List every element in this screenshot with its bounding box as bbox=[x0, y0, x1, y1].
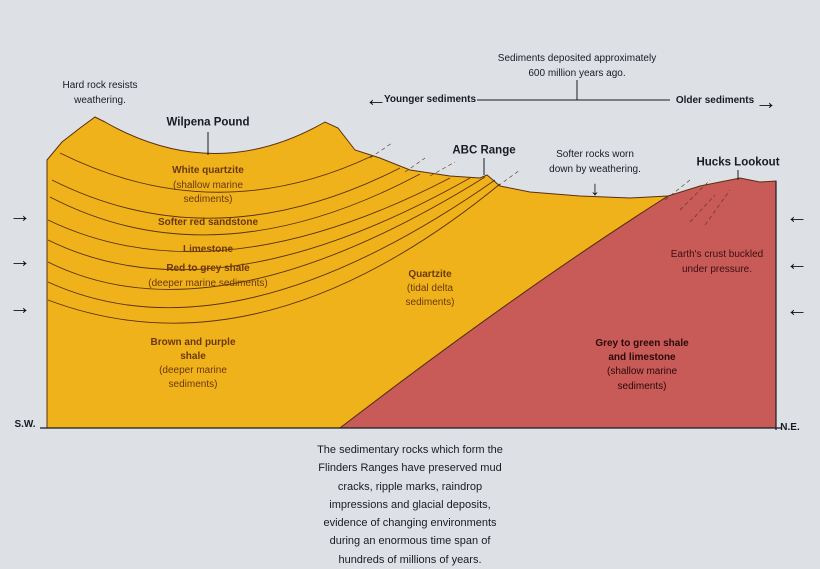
pressure-arrow-left-icon: ← bbox=[786, 203, 808, 228]
sw-label: S.W. bbox=[14, 419, 36, 430]
white-quartzite-desc-2: sediments) bbox=[183, 194, 233, 205]
arrow-left-icon: ← bbox=[365, 86, 387, 111]
grey-green-label: Grey to green shale bbox=[595, 338, 689, 349]
hucks-lookout-label: Hucks Lookout bbox=[696, 156, 780, 169]
hard-rock-label-2: weathering. bbox=[74, 95, 126, 106]
brown-purple-label: Brown and purple bbox=[150, 337, 236, 348]
ne-label: N.E. bbox=[780, 422, 800, 433]
caption-line: hundreds of millions of years. bbox=[338, 553, 482, 566]
grey-green-label-2: and limestone bbox=[608, 352, 676, 363]
caption-line: evidence of changing environments bbox=[323, 517, 497, 530]
limestone-label: Limestone bbox=[182, 244, 234, 255]
caption-line: The sedimentary rocks which form the bbox=[317, 444, 503, 456]
pressure-arrow-right-icon: → bbox=[9, 247, 31, 272]
arrow-right-icon: → bbox=[755, 89, 777, 114]
arrow-down-icon: ↓ bbox=[590, 178, 600, 200]
red-grey-shale-desc: (deeper marine sediments) bbox=[148, 278, 268, 289]
quartzite-desc-2: sediments) bbox=[405, 297, 455, 308]
crust-label-2: under pressure. bbox=[681, 264, 753, 275]
caption-line: during an enormous time span of bbox=[329, 535, 491, 548]
top-note-line2: 600 million years ago. bbox=[528, 68, 626, 79]
older-sediments-label: Older sediments bbox=[675, 95, 755, 106]
white-quartzite-desc: (shallow marine bbox=[172, 180, 244, 191]
brown-purple-desc-2: sediments) bbox=[168, 379, 218, 390]
brown-purple-desc: (deeper marine bbox=[159, 365, 227, 376]
top-note-line1: Sediments deposited approximately bbox=[497, 53, 657, 64]
caption-line: impressions and glacial deposits, bbox=[329, 498, 491, 511]
crust-label: Earth's crust buckled bbox=[670, 249, 764, 260]
caption-line: Flinders Ranges have preserved mud bbox=[318, 462, 502, 475]
softer-rocks-label-2: down by weathering. bbox=[549, 164, 641, 175]
wilpena-pound-label: Wilpena Pound bbox=[166, 116, 250, 129]
caption: The sedimentary rocks which form the Fli… bbox=[280, 441, 540, 569]
pressure-arrow-left-icon: ← bbox=[786, 250, 808, 275]
younger-sediments-label: Younger sediments bbox=[383, 94, 477, 105]
pressure-arrow-right-icon: → bbox=[9, 294, 31, 319]
hard-rock-label: Hard rock resists bbox=[62, 80, 138, 91]
grey-green-desc: (shallow marine bbox=[606, 366, 678, 377]
softer-rocks-label: Softer rocks worn bbox=[556, 149, 634, 160]
red-sandstone-label: Softer red sandstone bbox=[157, 217, 259, 228]
red-grey-shale-label: Red to grey shale bbox=[166, 263, 250, 274]
grey-green-desc-2: sediments) bbox=[617, 381, 667, 392]
pressure-arrow-right-icon: → bbox=[9, 202, 31, 227]
pressure-arrow-left-icon: ← bbox=[786, 296, 808, 321]
white-quartzite-label: White quartzite bbox=[172, 165, 244, 176]
caption-line: cracks, ripple marks, raindrop bbox=[337, 480, 483, 493]
brown-purple-label-2: shale bbox=[180, 351, 206, 362]
quartzite-desc: (tidal delta bbox=[406, 283, 454, 294]
quartzite-label: Quartzite bbox=[408, 269, 452, 280]
abc-range-label: ABC Range bbox=[452, 144, 516, 157]
